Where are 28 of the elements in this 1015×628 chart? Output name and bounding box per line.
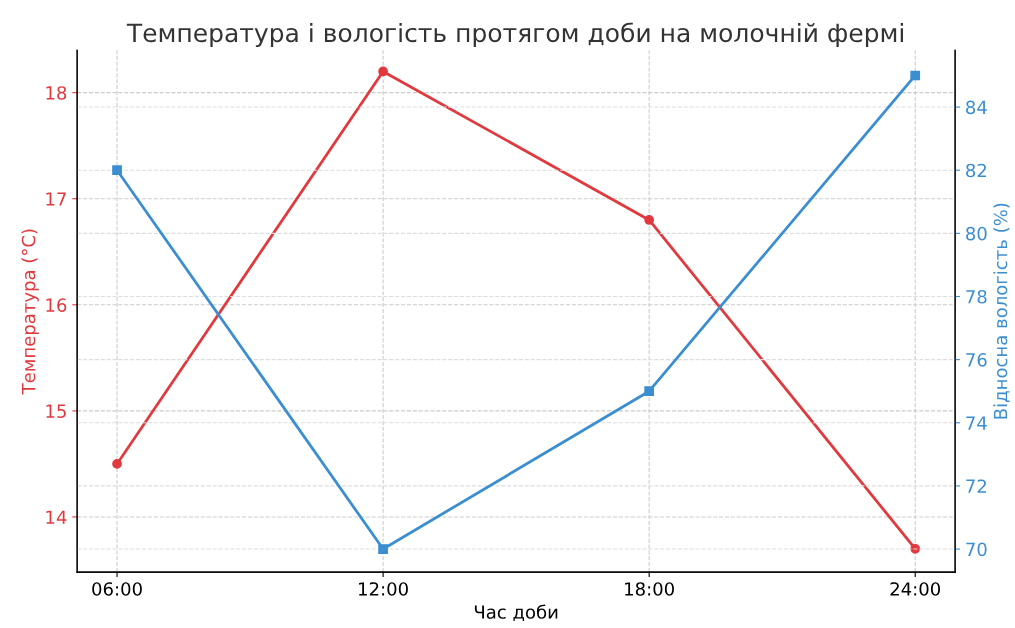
y2-tick-label: 74	[966, 416, 987, 430]
y-tick-label: 15	[46, 404, 66, 418]
point	[112, 459, 122, 469]
point	[644, 215, 655, 225]
x-tick-label: 24:00	[890, 582, 941, 596]
y-tick-label: 17	[46, 192, 66, 206]
y-tick-label: 14	[46, 510, 67, 524]
point	[644, 386, 655, 397]
y-tick-label: 16	[46, 298, 67, 312]
point	[910, 70, 921, 81]
point	[378, 544, 388, 554]
y2-tick-label: 76	[966, 353, 987, 367]
y-tick-label: 18	[46, 86, 67, 100]
y2-tick-label: 84	[966, 100, 987, 115]
x-tick-label: 18:00	[625, 582, 674, 596]
point	[112, 165, 122, 176]
point	[378, 66, 388, 77]
y2-tick-label: 80	[966, 226, 987, 241]
y2-tick-label: 72	[966, 479, 986, 493]
x-axis-title: Час доби	[474, 604, 558, 622]
x-tick-label: 12:00	[359, 582, 408, 596]
y2-axis-title: Відносна вологість (%)	[993, 203, 1010, 419]
y-axis-title: Температура (°C)	[21, 229, 39, 395]
chart-title: Температура і вологість протягом доби на молочній фермі	[126, 22, 904, 48]
x-tick-label: 06:00	[92, 582, 142, 596]
y2-tick-label: 82	[966, 163, 986, 178]
y2-tick-label: 70	[966, 542, 987, 557]
y2-tick-label: 78	[966, 289, 987, 304]
